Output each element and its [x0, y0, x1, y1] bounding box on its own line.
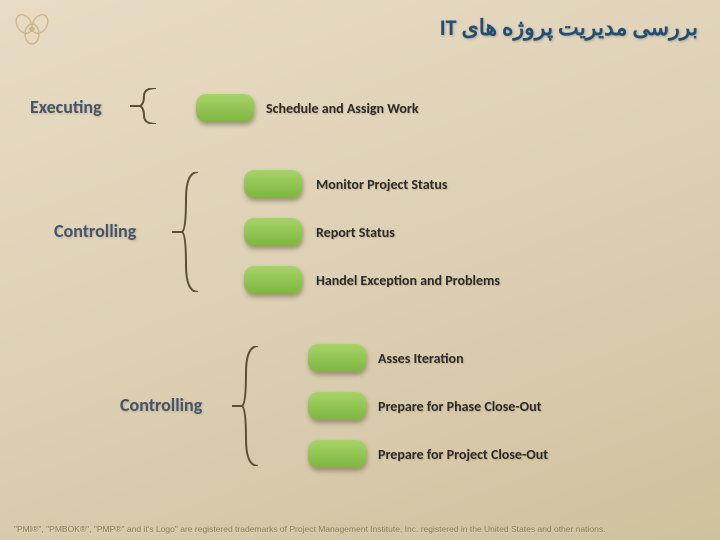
brace-icon: [170, 172, 198, 292]
task-label: Prepare for Project Close-Out: [378, 446, 548, 463]
task-label: Asses Iteration: [378, 350, 464, 367]
task-node: [244, 266, 302, 294]
task-label: Report Status: [316, 224, 395, 241]
task-node: [308, 344, 366, 372]
phase-label: Executing: [30, 96, 102, 118]
task-node: [244, 170, 302, 198]
phase-label: Controlling: [54, 220, 136, 242]
task-label: Monitor Project Status: [316, 176, 447, 193]
footer-text: "PMI®", "PMBOK®", "PMP®" and it's Logo" …: [14, 524, 706, 534]
task-label: Prepare for Phase Close-Out: [378, 398, 541, 415]
brace-icon: [230, 346, 258, 466]
task-node: [308, 440, 366, 468]
brace-icon: [128, 88, 156, 124]
task-node: [196, 94, 254, 122]
task-node: [244, 218, 302, 246]
phase-label: Controlling: [120, 394, 202, 416]
task-label: Handel Exception and Problems: [316, 272, 500, 289]
task-node: [308, 392, 366, 420]
task-label: Schedule and Assign Work: [266, 100, 419, 117]
logo-icon: [10, 10, 54, 50]
page-title: بررسی مدیریت پروژه های IT: [440, 14, 698, 41]
